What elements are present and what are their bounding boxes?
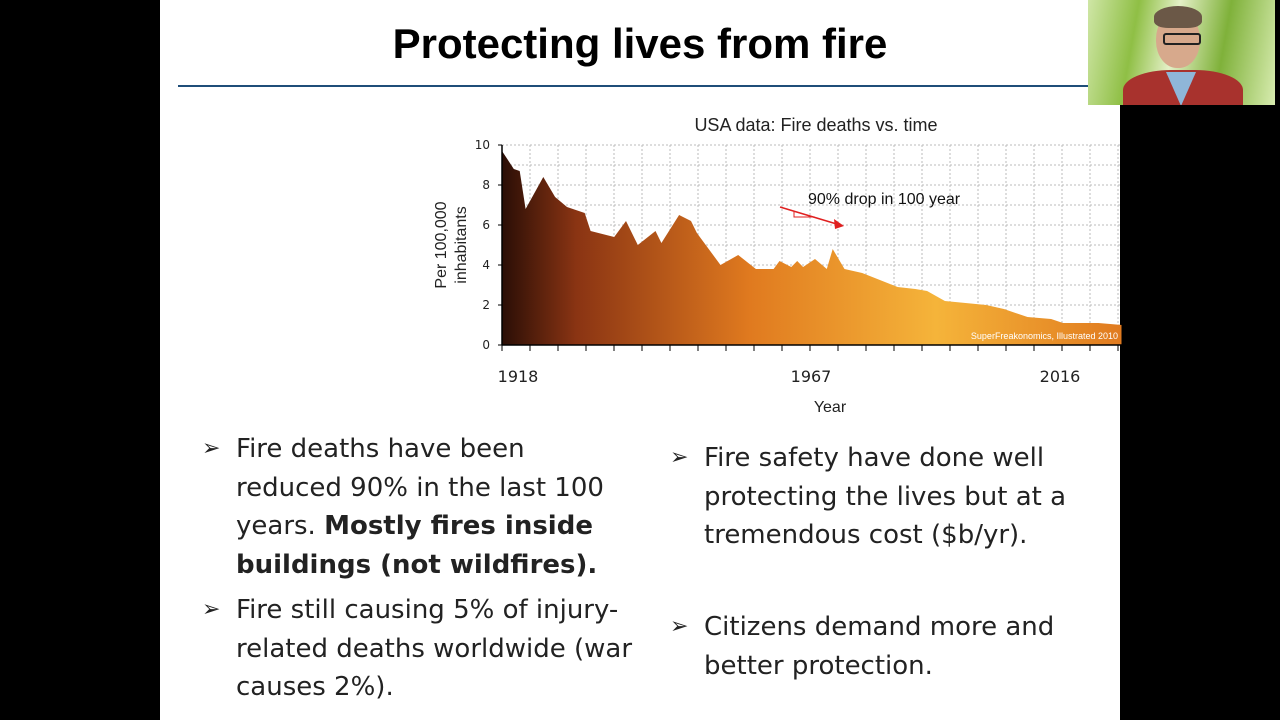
chart-axes (498, 144, 1123, 351)
bullet-left-1: ➢ Fire deaths have been reduced 90% in t… (202, 430, 636, 584)
slide: Protecting lives from fire USA data: Fir… (160, 0, 1123, 720)
fire-deaths-area (502, 151, 1122, 345)
x-axis-label: Year (814, 399, 847, 416)
x-tick-labels: 1918 1967 2016 (498, 367, 1081, 386)
y-axis-label: Per 100,000 inhabitants (433, 201, 470, 288)
y-tick-label: 10 (475, 138, 490, 152)
x-tick-label: 2016 (1040, 367, 1081, 386)
title-divider (178, 85, 1108, 87)
y-tick-label: 6 (482, 218, 490, 232)
chart-annotation: 90% drop in 100 year (808, 191, 961, 208)
bullet-right-2: ➢ Citizens demand more and better protec… (670, 608, 1094, 685)
x-tick-label: 1918 (498, 367, 539, 386)
arrowhead-bullet-icon: ➢ (202, 436, 221, 461)
presenter-hair (1154, 6, 1202, 28)
chart-title: USA data: Fire deaths vs. time (694, 115, 937, 135)
annotation-arrow-icon (779, 206, 844, 229)
fire-deaths-chart: USA data: Fire deaths vs. time 0 2 4 6 8 10 1… (433, 115, 1123, 416)
y-tick-label: 0 (482, 338, 490, 352)
presenter-webcam (1088, 0, 1275, 105)
chart-source: SuperFreakonomics, Illustrated 2010 (971, 331, 1118, 341)
arrowhead-bullet-icon: ➢ (670, 445, 689, 470)
y-tick-labels: 0 2 4 6 8 10 (475, 138, 490, 352)
bullet-right-1: ➢ Fire safety have done well protecting … (670, 439, 1094, 555)
y-tick-label: 8 (482, 178, 490, 192)
arrowhead-bullet-icon: ➢ (670, 614, 689, 639)
slide-title: Protecting lives from fire (392, 20, 888, 67)
chart-grid (502, 144, 1122, 345)
arrowhead-bullet-icon: ➢ (202, 597, 221, 622)
y-tick-label: 2 (482, 298, 490, 312)
x-tick-label: 1967 (791, 367, 832, 386)
y-tick-label: 4 (482, 258, 490, 272)
glasses-icon (1163, 33, 1201, 45)
bullet-left-2: ➢ Fire still causing 5% of injury-relate… (202, 591, 656, 707)
